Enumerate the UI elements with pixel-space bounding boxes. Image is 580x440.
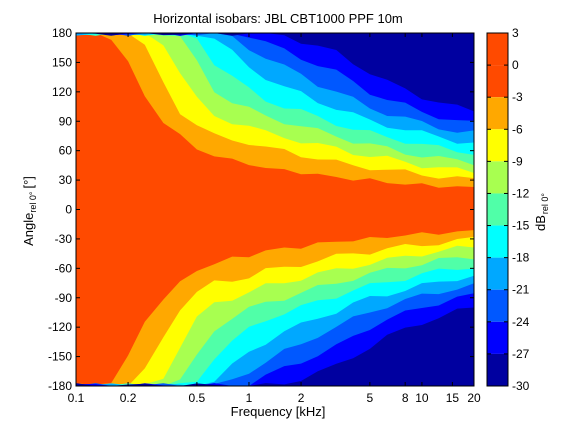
x-tick-label: 1 [246, 391, 253, 405]
colorbar-tick-label: 0 [512, 58, 519, 72]
colorbar-band [487, 65, 508, 98]
colorbar-band [487, 353, 508, 386]
colorbar-tick-label: -6 [512, 122, 523, 136]
y-axis: 180 150 120 90 60 30 0 -30 -60 -90 -120 -150 -180 [48, 26, 474, 393]
colorbar-band [487, 161, 508, 194]
x-tick-label: 15 [446, 391, 460, 405]
x-tick-label: 2 [298, 391, 305, 405]
colorbar-tick-label: -3 [512, 90, 523, 104]
x-tick-label: 5 [367, 391, 374, 405]
colorbar-band [487, 33, 508, 66]
y-axis-label: Anglerel 0° [°] [21, 176, 38, 246]
colorbar-band [487, 257, 508, 290]
x-axis-label: Frequency [kHz] [231, 404, 326, 419]
y-tick-label: -90 [55, 291, 73, 305]
x-tick-label: 20 [467, 391, 481, 405]
x-axis: 0.1 0.2 0.5 1 2 5 8 10 15 20 [68, 33, 481, 405]
colorbar-tick-label: -21 [512, 283, 530, 297]
y-tick-label: 0 [65, 203, 72, 217]
colorbar-label: dBrel 0° [533, 193, 550, 231]
colorbar-tick-label: 3 [512, 26, 519, 40]
colorbar-tick-label: -15 [512, 219, 530, 233]
y-tick-label: -150 [48, 350, 72, 364]
y-axis-label-sub: rel 0° [28, 191, 38, 213]
x-tick-label: 10 [415, 391, 429, 405]
isobar-region-upper-9 [76, 33, 474, 112]
colorbar-tick-label: -30 [512, 379, 530, 393]
svg-text:dBrel 0°: dBrel 0° [533, 193, 550, 231]
y-tick-label: 150 [52, 55, 72, 69]
colorbar [487, 33, 508, 386]
plot-area [76, 33, 474, 386]
colorbar-band [487, 321, 508, 354]
colorbar-label-main: dB [533, 215, 548, 231]
colorbar-tick-label: -9 [512, 154, 523, 168]
y-tick-label: 60 [59, 144, 73, 158]
colorbar-band [487, 225, 508, 258]
y-tick-label: 90 [59, 114, 73, 128]
colorbar-band [487, 129, 508, 162]
svg-text:Anglerel 0°[°]: Anglerel 0° [°] [21, 176, 38, 246]
y-tick-label: 120 [52, 85, 72, 99]
colorbar-tick-label: -18 [512, 251, 530, 265]
x-tick-label: 0.5 [189, 391, 206, 405]
x-tick-label: 0.2 [120, 391, 137, 405]
x-tick-label: 0.1 [68, 391, 85, 405]
y-tick-label: 180 [52, 26, 72, 40]
y-tick-label: -60 [55, 261, 73, 275]
colorbar-band [487, 97, 508, 130]
colorbar-band [487, 193, 508, 226]
colorbar-frame [486, 32, 509, 387]
colorbar-tick-label: -24 [512, 315, 530, 329]
colorbar-tick-label: -12 [512, 186, 530, 200]
y-axis-label-unit: [°] [21, 176, 36, 188]
x-tick-label: 8 [402, 391, 409, 405]
y-tick-label: 30 [59, 173, 73, 187]
y-axis-label-main: Angle [21, 213, 36, 246]
colorbar-tick-label: -27 [512, 347, 530, 361]
y-tick-label: -180 [48, 379, 72, 393]
chart-title: Horizontal isobars: JBL CBT1000 PPF 10m [153, 11, 403, 26]
y-tick-label: -120 [48, 320, 72, 334]
colorbar-band [487, 289, 508, 322]
colorbar-ticks: 3 0 -3 -6 -9 -12 -15 -18 -21 -24 -27 -30 [487, 26, 530, 393]
y-tick-label: -30 [55, 232, 73, 246]
colorbar-label-sub: rel 0° [540, 193, 550, 215]
isobar-region-lower-9 [76, 307, 474, 386]
